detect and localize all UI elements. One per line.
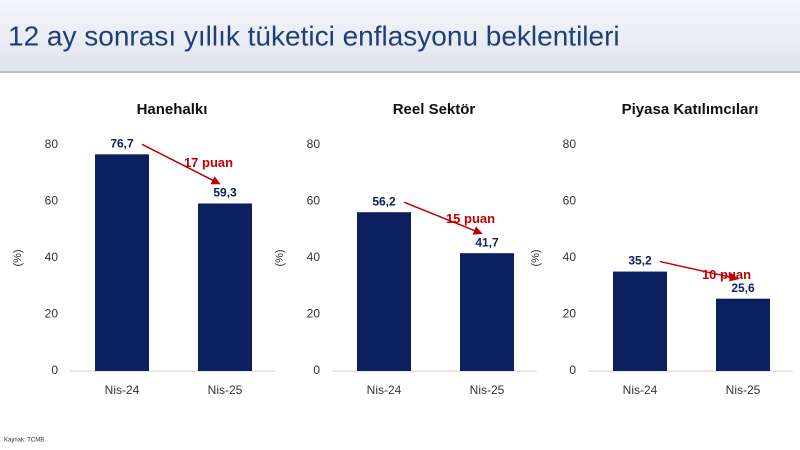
x-tick-label: Nis-24 (105, 383, 140, 397)
value-label: 56,2 (372, 194, 396, 208)
bar (357, 212, 411, 371)
value-label: 41,7 (475, 235, 499, 249)
y-axis-label: (%) (530, 249, 542, 266)
y-tick-label: 20 (307, 307, 321, 321)
y-tick-label: 60 (563, 194, 577, 208)
bar (716, 298, 770, 371)
x-tick-label: Nis-24 (367, 383, 402, 397)
chart-title: Hanehalkı (137, 101, 208, 118)
chart-title: Piyasa Katılımcıları (622, 101, 759, 118)
y-tick-label: 0 (313, 363, 320, 377)
bar (198, 203, 252, 371)
y-tick-label: 0 (51, 363, 58, 377)
bar (460, 253, 514, 371)
x-tick-label: Nis-25 (208, 383, 243, 397)
y-tick-label: 0 (569, 363, 576, 377)
y-tick-label: 20 (563, 307, 577, 321)
y-tick-label: 60 (307, 194, 321, 208)
bar (613, 271, 667, 371)
bar (95, 154, 149, 371)
value-label: 59,3 (213, 186, 237, 200)
value-label: 35,2 (628, 254, 652, 268)
y-tick-label: 60 (45, 194, 59, 208)
chart-title: Reel Sektör (393, 101, 476, 118)
y-tick-label: 20 (45, 307, 59, 321)
y-tick-label: 80 (45, 137, 59, 151)
y-axis-label: (%) (274, 249, 286, 266)
header-band (0, 0, 800, 72)
value-label: 76,7 (110, 136, 134, 150)
change-annotation: 17 puan (184, 155, 233, 170)
y-tick-label: 40 (307, 250, 321, 264)
change-annotation: 15 puan (446, 211, 495, 226)
y-axis-label: (%) (12, 249, 24, 266)
x-tick-label: Nis-25 (470, 383, 505, 397)
y-tick-label: 80 (563, 137, 577, 151)
change-arrow (141, 143, 221, 185)
y-tick-label: 40 (563, 250, 577, 264)
page-title: 12 ay sonrası yıllık tüketici enflasyonu… (8, 20, 620, 51)
change-annotation: 10 puan (702, 267, 751, 282)
change-arrow (659, 260, 739, 282)
source-note: Kaynak: TCMB (4, 438, 44, 444)
y-tick-label: 40 (45, 250, 59, 264)
x-tick-label: Nis-25 (726, 383, 761, 397)
change-arrow (403, 201, 483, 235)
value-label: 25,6 (731, 281, 755, 295)
y-tick-label: 80 (307, 137, 321, 151)
x-tick-label: Nis-24 (623, 383, 658, 397)
